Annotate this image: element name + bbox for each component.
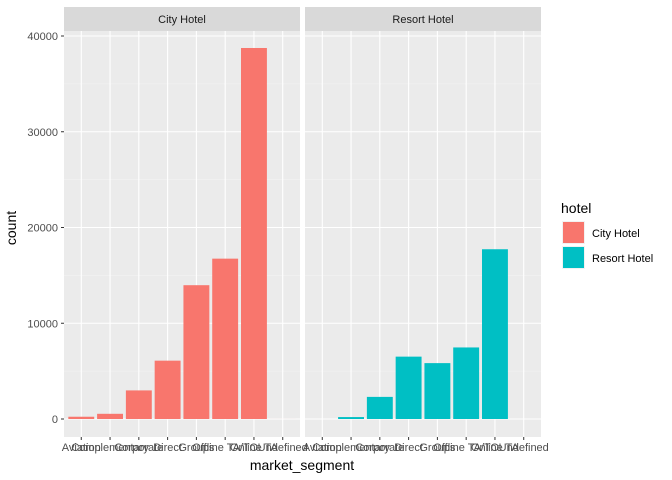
x-tick-label: Offline TA/TO <box>433 442 499 454</box>
bar-aviation <box>68 416 95 419</box>
x-tick-label: Groups <box>419 442 456 454</box>
y-tick-label: 40000 <box>27 31 58 43</box>
legend-label: Resort Hotel <box>592 253 653 265</box>
x-tick-label: Offline TA/TO <box>192 442 258 454</box>
y-axis: 0 10000 20000 30000 40000 <box>27 31 64 426</box>
y-tick-label: 0 <box>52 414 58 426</box>
x-tick-label: Online TA <box>230 442 279 454</box>
x-tick-label: Complementary <box>312 442 390 454</box>
x-tick-label: Direct <box>153 442 182 454</box>
facet-strip <box>64 7 300 31</box>
y-tick-label: 30000 <box>27 127 58 139</box>
y-tick-label: 20000 <box>27 223 58 235</box>
bar-corporate <box>366 396 393 419</box>
facet-strip-label: Resort Hotel <box>392 14 453 26</box>
x-tick-label: Groups <box>178 442 215 454</box>
legend-swatch <box>563 247 584 268</box>
x-tick-label: Direct <box>394 442 423 454</box>
facet-strip <box>305 7 541 31</box>
bar-groups <box>424 363 451 419</box>
bar-online-ta <box>241 47 267 419</box>
bar-direct <box>395 356 422 419</box>
bar-complementary <box>97 413 123 419</box>
x-tick-label: Aviation <box>303 442 342 454</box>
bar-groups <box>183 285 210 419</box>
panel-city-hotel: City Hotel AviationComplementaryCorporate… <box>62 7 308 454</box>
x-tick-label: Complementary <box>71 442 149 454</box>
panel-resort-hotel: Resort Hotel AviationComplementaryCorpora… <box>303 7 549 454</box>
bar-offline-ta-to <box>453 347 480 419</box>
y-tick-label: 10000 <box>27 318 58 330</box>
legend-swatch <box>563 222 584 243</box>
x-tick-label: Aviation <box>62 442 101 454</box>
y-axis-title: count <box>3 211 19 245</box>
x-tick-label: Corporate <box>355 442 404 454</box>
bar-online-ta <box>482 249 508 419</box>
x-tick-label: Corporate <box>114 442 163 454</box>
facet-strip-label: City Hotel <box>158 14 206 26</box>
bar-offline-ta-to <box>212 258 239 419</box>
bar-complementary <box>338 417 364 419</box>
legend-label: City Hotel <box>592 228 640 240</box>
legend: hotel City Hotel Resort Hotel <box>561 200 653 269</box>
bar-direct <box>154 360 181 419</box>
bar-corporate <box>125 390 152 419</box>
x-tick-label: Online TA <box>471 442 520 454</box>
x-tick-label: Undefined <box>258 442 308 454</box>
legend-title: hotel <box>561 200 591 216</box>
x-axis-title: market_segment <box>250 457 354 473</box>
x-tick-label: Undefined <box>499 442 549 454</box>
